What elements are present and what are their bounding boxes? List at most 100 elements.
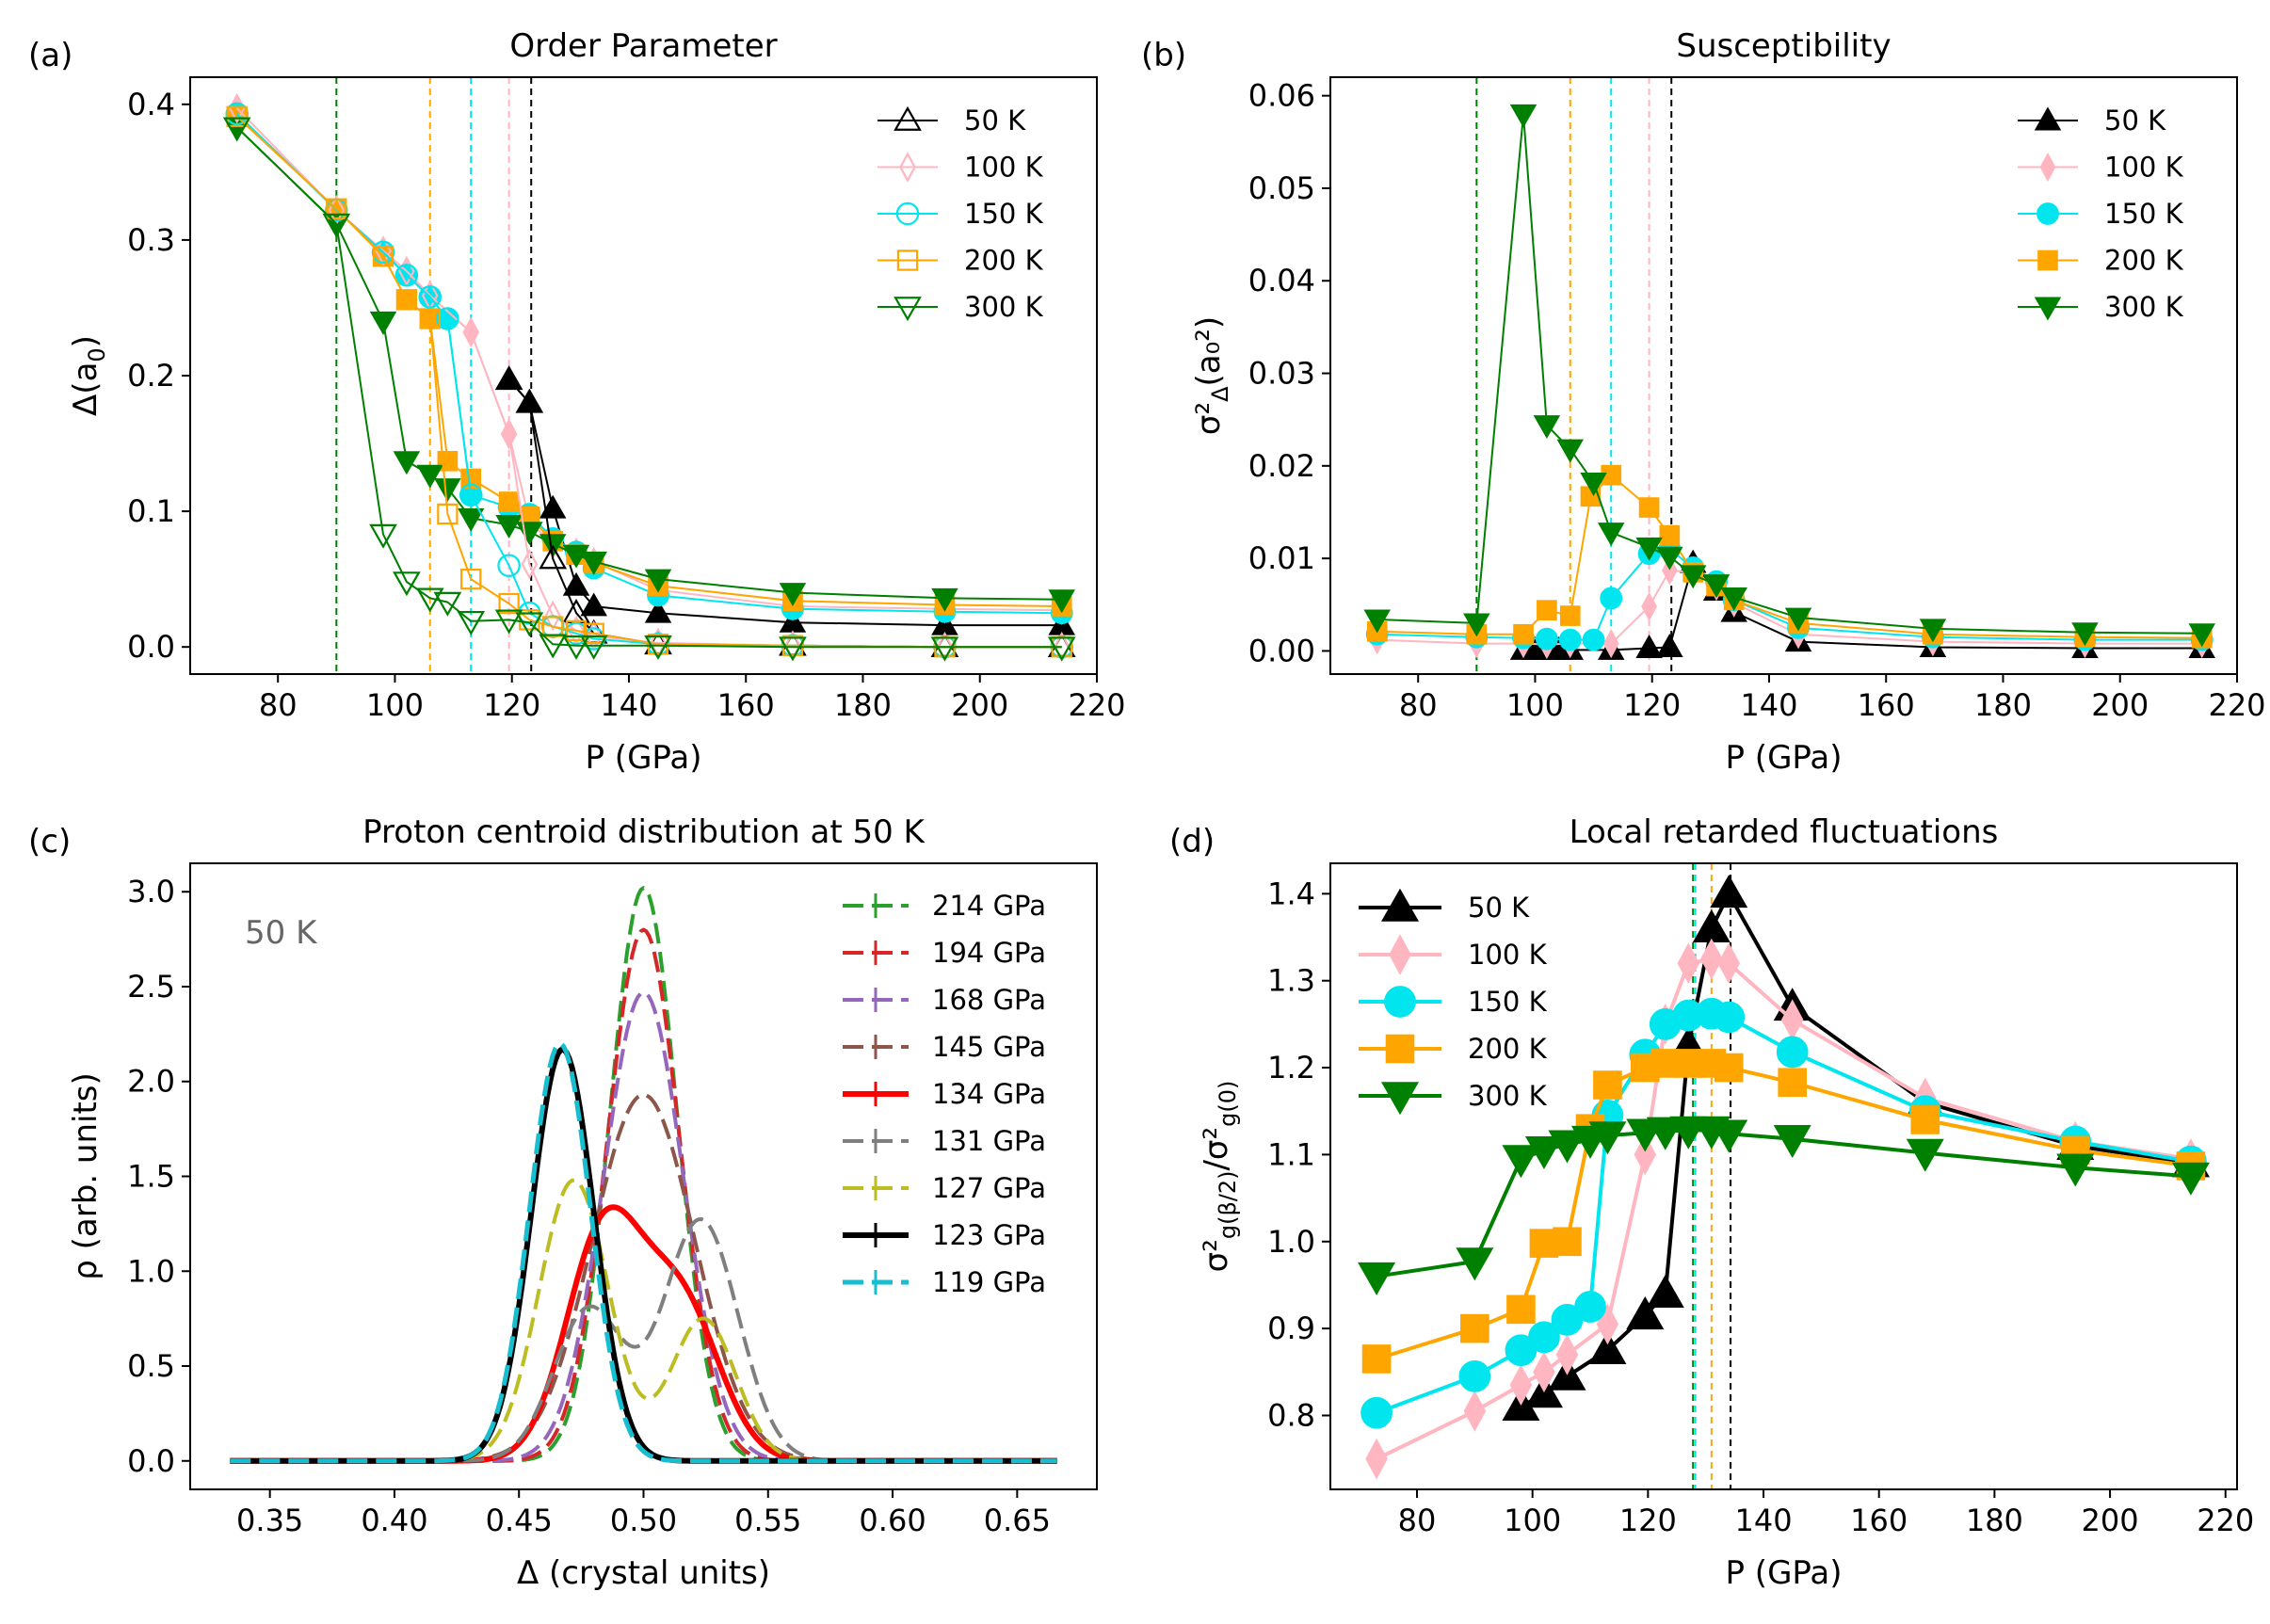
legend-a: 50 K 100 K 150 K 200 K 300 K [877, 105, 1044, 323]
panel-label-b: (b) [1141, 37, 1186, 74]
point-d-4-12 [1773, 1124, 1811, 1159]
legend-marker-d-0 [1380, 888, 1420, 922]
ytick-label-b-0: 0.00 [1248, 633, 1315, 668]
series-a-9 [222, 117, 1076, 662]
legend-marker-d-3 [1385, 1034, 1415, 1064]
legend-label-b-3: 200 K [2104, 245, 2184, 277]
point-d-4-14 [2056, 1153, 2095, 1187]
point-a-7-3 [394, 264, 419, 287]
point-a-4-15 [1048, 589, 1075, 614]
point-a-4-14 [931, 587, 958, 612]
series-d-2 [1360, 997, 2207, 1429]
xtick-label-a-3: 140 [600, 687, 657, 723]
xtick-label-c-3: 0.50 [610, 1503, 677, 1538]
y-axis-label-b: σ²Δ(a₀²) [1190, 316, 1233, 435]
legend-label-b-4: 300 K [2104, 291, 2184, 323]
point-b-2-6 [1600, 587, 1623, 610]
xtick-label-a-0: 80 [259, 687, 298, 723]
xtick-label-d-3: 140 [1734, 1503, 1792, 1538]
point-d-0-3 [1588, 1330, 1627, 1365]
legend-marker-a-2 [895, 201, 920, 226]
point-a-3-7 [498, 491, 520, 512]
legend-label-c-8: 119 GPa [932, 1266, 1046, 1298]
point-d-4-11 [1710, 1119, 1748, 1153]
xtick-label-b-5: 180 [1974, 687, 2032, 723]
ytick-label-d-3: 1.1 [1267, 1136, 1315, 1172]
point-b-3-2 [1513, 623, 1534, 645]
plot-area-d [1358, 863, 2210, 1489]
ytick-label-a-0: 0.0 [127, 629, 175, 665]
ytick-label-b-3: 0.03 [1248, 356, 1315, 392]
legend-item-c-6: 127 GPa [843, 1172, 1046, 1204]
legend-item-b-0: 50 K [2018, 105, 2166, 137]
point-a-9-10 [562, 635, 590, 660]
series-d-4 [1358, 1116, 2210, 1295]
curve-c-7 [230, 1046, 1057, 1464]
legend-item-c-7: 123 GPa [843, 1219, 1046, 1251]
point-a-4-6 [457, 507, 485, 532]
point-a-7-4 [418, 285, 442, 309]
point-a-7-6 [459, 483, 483, 507]
y-label-main-d: σ² [1198, 1239, 1235, 1272]
ytick-label-d-5: 1.3 [1267, 963, 1315, 999]
y-label-sub-d: g(β/2) [1215, 1171, 1241, 1240]
point-a-9-3 [393, 571, 421, 597]
point-b-2-3 [1535, 627, 1558, 651]
point-a-4-13 [779, 583, 807, 607]
point-d-0-4 [1626, 1296, 1665, 1330]
y-label-sub-b: Δ [1207, 386, 1233, 402]
point-b-4-12 [1784, 607, 1812, 632]
legend-marker-d-2 [1384, 986, 1416, 1018]
panel-d: 80 100 120 140 160 180 200 220 0.8 0.9 1.0 1.1 1.2 1.… [1169, 813, 2254, 1592]
y-label-end-a: ) [67, 335, 105, 347]
point-d-4-4 [1548, 1130, 1586, 1164]
xtick-label-c-6: 0.65 [984, 1503, 1051, 1538]
point-d-4-3 [1524, 1136, 1563, 1170]
xtick-label-d-5: 180 [1966, 1503, 2023, 1538]
legend-label-d-4: 300 K [1468, 1080, 1548, 1112]
xtick-label-b-3: 140 [1740, 687, 1797, 723]
point-d-2-12 [1776, 1036, 1809, 1069]
legend-label-d-2: 150 K [1468, 986, 1548, 1018]
plot-area-c [230, 886, 1057, 1464]
point-d-4-0 [1358, 1262, 1396, 1295]
legend-item-c-5: 131 GPa [843, 1125, 1046, 1157]
point-a-8-7 [498, 592, 520, 615]
panel-b: 80 100 120 140 160 180 200 220 0.00 0.01 0.02 0.03 0… [1141, 27, 2266, 777]
point-d-3-11 [1714, 1053, 1744, 1083]
point-a-4-8 [516, 522, 543, 546]
y-label-main-a: Δ(a [67, 362, 105, 416]
point-b-1-5 [1602, 628, 1619, 659]
point-d-3-1 [1460, 1313, 1489, 1343]
panel-a: 80 100 120 140 160 180 200 220 0.0 0.1 0.2 0.3 0.4 Or… [28, 27, 1126, 777]
axes-frame-b [1329, 76, 2238, 675]
point-a-9-15 [1047, 636, 1076, 662]
y-label-main-b: σ² [1190, 402, 1228, 435]
ytick-label-a-3: 0.3 [127, 222, 175, 258]
panel-label-d: (d) [1169, 823, 1215, 860]
point-b-2-4 [1558, 628, 1582, 651]
point-d-4-2 [1502, 1145, 1540, 1179]
point-b-0-7 [1656, 634, 1683, 657]
point-d-0-8 [1710, 875, 1748, 908]
point-a-0-0 [495, 365, 523, 390]
ytick-label-b-4: 0.04 [1248, 263, 1315, 298]
legend-label-a-4: 300 K [964, 291, 1044, 323]
point-a-9-7 [494, 609, 523, 635]
series-a-0 [495, 365, 1075, 635]
point-a-8-0 [226, 105, 248, 127]
legend-item-c-1: 194 GPa [843, 937, 1046, 969]
legend-c: 214 GPa 194 GPa 168 GPa 145 GPa 134 GPa 131 G… [843, 890, 1046, 1298]
legend-item-c-0: 214 GPa [843, 890, 1046, 922]
point-b-1-6 [1641, 591, 1658, 621]
plot-area-b [1363, 77, 2215, 674]
legend-d: 50 K 100 K 150 K 200 K 300 K [1359, 888, 1548, 1116]
point-a-4-7 [495, 515, 523, 539]
legend-item-c-3: 145 GPa [843, 1031, 1046, 1063]
ytick-label-c-3: 1.5 [127, 1159, 175, 1195]
legend-label-c-4: 134 GPa [932, 1078, 1046, 1110]
point-d-1-8 [1677, 942, 1700, 985]
point-a-9-11 [579, 635, 608, 660]
ytick-label-d-2: 1.0 [1267, 1224, 1315, 1260]
